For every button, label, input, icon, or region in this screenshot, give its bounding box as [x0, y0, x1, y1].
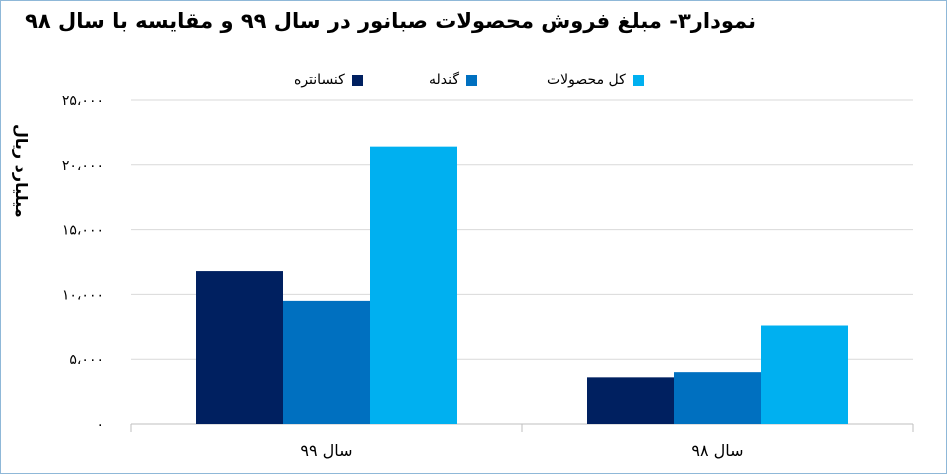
- y-tick-label: ۲۵،۰۰۰: [62, 93, 104, 109]
- y-axis-label: میلیارد ریال: [12, 124, 31, 218]
- y-tick-label: ۲۰،۰۰۰: [62, 158, 104, 174]
- bar: [761, 325, 848, 424]
- bar: [283, 300, 370, 424]
- legend-swatch-total-products: [632, 74, 644, 86]
- legend-swatch-concentrate: [351, 74, 363, 86]
- legend-label-concentrate: کنسانتره: [294, 72, 345, 88]
- legend-label-total-products: کل محصولات: [547, 72, 626, 88]
- y-tick-label: ۵،۰۰۰: [69, 352, 104, 368]
- y-tick-label: ۱۵،۰۰۰: [62, 223, 104, 239]
- legend-item-concentrate: کنسانتره: [294, 69, 363, 91]
- x-tick-label: سال ۹۹: [300, 441, 352, 460]
- legend-item-total-products: کل محصولات: [547, 69, 644, 91]
- bar: [674, 372, 761, 424]
- legend-swatch-pellet: [466, 74, 478, 86]
- x-tick-label: سال ۹۸: [691, 441, 743, 460]
- bar: [370, 146, 457, 424]
- y-tick-label: ۱۰،۰۰۰: [62, 287, 104, 303]
- y-tick-label: ۰: [96, 417, 104, 433]
- chart-title: نمودار۳- مبلغ فروش محصولات صبانور در سال…: [25, 9, 756, 33]
- bar: [587, 377, 674, 424]
- legend: کنسانتره گندله کل محصولات: [1, 69, 946, 91]
- bar: [196, 271, 283, 424]
- legend-item-pellet: گندله: [429, 69, 478, 91]
- legend-label-pellet: گندله: [429, 72, 460, 88]
